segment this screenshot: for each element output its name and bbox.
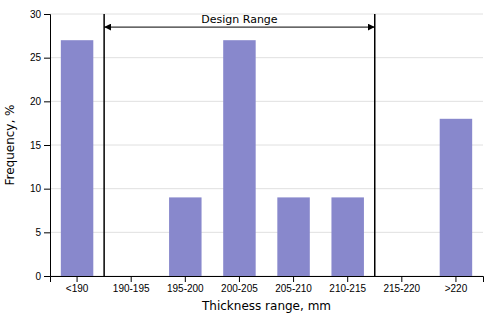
y-tick: 5 [35,227,50,238]
bar [331,197,363,276]
grid [50,14,483,276]
grid-line [50,101,483,102]
tick-label: 20 [30,96,42,107]
annotations: Design Range [104,13,375,276]
plot: <190 190-195 195-200 200-205 205-210 210-215 2… [30,9,484,294]
y-tick: 25 [30,52,50,63]
tick-mark [185,276,186,282]
x-tick: <190 [66,276,89,294]
x-tick: 195-200 [167,276,204,294]
x-axis-title: Thickness range, mm [201,299,331,313]
tick-label: 215-220 [383,283,420,294]
grid-line [50,145,483,146]
bar [223,40,255,276]
tick-mark [239,276,240,282]
y-axis: 0 5 10 15 20 25 30 [30,9,51,282]
tick-mark [455,276,456,282]
x-tick: 210-215 [329,276,366,294]
x-tick: 215-220 [383,276,420,294]
chart: <190 190-195 195-200 200-205 205-210 210-215 2… [0,0,497,318]
tick-mark [293,276,294,282]
grid-line [50,57,483,58]
x-axis: <190 190-195 195-200 200-205 205-210 210-215 2… [51,276,484,294]
tick-mark [44,189,50,190]
bar [61,40,93,276]
tick-mark [44,101,50,102]
tick-mark [44,58,50,59]
x-tick: 205-210 [275,276,312,294]
tick-mark [44,14,50,15]
range-boundary [374,14,376,276]
grid-line [50,188,483,189]
tick-label: 15 [30,140,42,151]
tick-label: 10 [30,183,42,194]
tick-label: 0 [35,271,41,282]
x-tick: 190-195 [113,276,150,294]
y-tick: 20 [30,96,50,107]
tick-label: >220 [445,283,468,294]
x-tick: 200-205 [221,276,258,294]
bar [277,197,309,276]
bar [386,276,418,277]
tick-label: <190 [66,283,89,294]
y-tick: 10 [30,183,50,194]
axis-line [44,15,51,277]
tick-label: 5 [35,227,41,238]
bars [61,40,472,276]
tick-mark [347,276,348,282]
tick-mark [44,232,50,233]
y-tick: 15 [30,140,50,151]
y-tick: 30 [30,9,50,20]
y-axis-title: Frequency, % [3,104,17,185]
axis-line [51,277,484,283]
annotation-label: Design Range [201,13,278,26]
tick-label: 195-200 [167,283,204,294]
range-arrow [104,27,375,28]
x-tick: >220 [445,276,468,294]
tick-mark [131,276,132,282]
tick-mark [77,276,78,282]
tick-label: 25 [30,52,42,63]
tick-mark [44,276,50,277]
tick-label: 190-195 [113,283,150,294]
range-boundary [103,14,105,276]
tick-label: 200-205 [221,283,258,294]
tick-label: 205-210 [275,283,312,294]
tick-label: 210-215 [329,283,366,294]
tick-label: 30 [30,9,42,20]
tick-mark [44,145,50,146]
bar [115,276,147,277]
bar [440,119,472,276]
y-tick: 0 [35,271,50,282]
bar [169,197,201,276]
tick-mark [401,276,402,282]
grid-line [50,232,483,233]
